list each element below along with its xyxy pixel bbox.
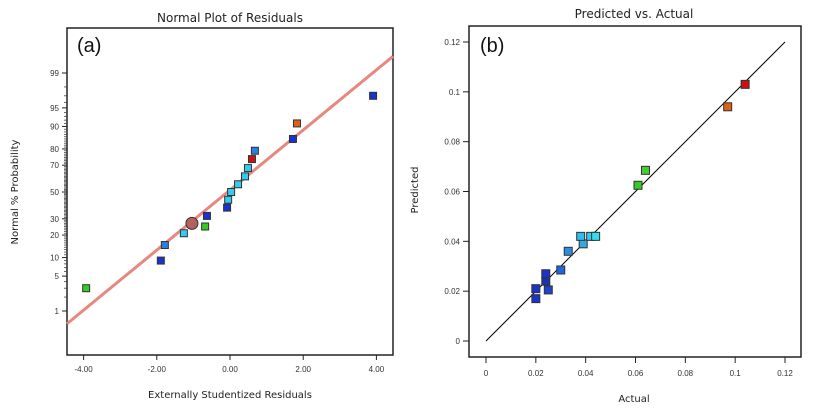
normal-plot-chart: Normal Plot of Residuals (a) 1 5 10 20 30 50 7… [10,11,394,401]
chart-b-data-point [541,269,551,279]
chart-a-y-tick-label: 70 [50,161,59,170]
chart-a-data-point [224,195,233,204]
chart-a-data-point [241,172,250,181]
chart-a-data-point [243,164,252,173]
chart-b-data-point [578,239,588,249]
chart-b-title: Predicted vs. Actual [575,7,694,21]
chart-a-data-point [201,222,210,231]
chart-a-x-tick-label: 0.00 [222,365,238,374]
chart-a-y-tick-label: 30 [50,215,59,224]
chart-a-y-axis-label: Normal % Probability [10,139,21,244]
chart-a-data-point [234,180,243,189]
chart-b-data-point [723,102,733,112]
chart-a-y-tick-label: 20 [50,231,59,240]
chart-b-y-tick-label: 0.06 [444,188,460,197]
chart-b-data-point [633,180,643,190]
chart-a-y-tick-label: 99 [50,69,59,78]
chart-a-title: Normal Plot of Residuals [157,11,303,25]
chart-b-x-tick-label: 0.06 [628,369,644,378]
chart-a-y-tick-label: 95 [50,104,59,113]
chart-b-data-point [556,265,566,275]
chart-b-x-tick-label: 0.12 [777,369,793,378]
chart-a-data-point [160,241,169,250]
chart-b-y-tick-label: 0.04 [444,237,460,246]
chart-a-data-point [369,91,378,100]
chart-b-data-point [740,79,750,89]
chart-a-y-tick-label: 50 [50,188,59,197]
chart-a-data-point [223,203,232,212]
chart-a-data-point [250,146,259,155]
chart-b-x-tick-label: 0.02 [528,369,544,378]
chart-b-y-tick-label: 0 [456,337,461,346]
chart-b-data-point [640,165,650,175]
chart-b-x-tick-label: 0.08 [678,369,694,378]
chart-b-x-tick-label: 0.04 [578,369,594,378]
chart-b-data-point [543,285,553,295]
chart-b-x-tick-label: 0.1 [730,369,742,378]
chart-b-x-axis-label: Actual [618,394,649,405]
chart-a-panel-label: (a) [77,35,101,57]
chart-a-y-tick-label: 10 [50,254,59,263]
chart-b-data-point [541,276,551,286]
chart-a-data-point [82,284,91,293]
chart-a-data-point [288,134,297,143]
chart-a-data-point [292,119,301,128]
chart-b-data-point [591,231,601,241]
chart-b-y-axis-label: Predicted [410,167,421,214]
chart-a-x-tick-label: -2.00 [148,365,167,374]
chart-b-data-point [531,294,541,304]
chart-b-x-tick-label: 0 [484,369,489,378]
chart-b-y-tick-label: 0.02 [444,287,460,296]
chart-a-y-tick-label: 80 [50,145,59,154]
chart-b-panel-label: (b) [480,35,504,57]
chart-a-y-tick-label: 1 [55,307,60,316]
chart-a-x-axis-label: Externally Studentized Residuals [148,390,312,401]
chart-b-data-point [576,231,586,241]
chart-b-y-tick-label: 0.1 [449,88,461,97]
predicted-vs-actual-chart: Predicted vs. Actual (b) 0 0.02 0.04 0.06 0.… [410,7,802,405]
chart-a-x-tick-label: 4.00 [369,365,385,374]
chart-a-data-point [156,256,165,265]
chart-a-x-tick-label: -4.00 [74,365,93,374]
chart-a-data-point [247,155,256,164]
chart-a-data-point [179,229,188,238]
chart-b-y-tick-label: 0.08 [444,138,460,147]
chart-b-data-point [563,246,573,256]
chart-b-data-point [531,284,541,294]
chart-a-data-point [227,188,236,196]
chart-b-y-tick-label: 0.12 [444,38,460,47]
chart-a-data-point [202,211,211,220]
chart-a-y-tick-label: 5 [55,272,60,281]
chart-a-x-tick-label: 2.00 [295,365,311,374]
chart-a-highlight-point [185,216,199,230]
chart-a-y-tick-label: 90 [50,122,59,131]
